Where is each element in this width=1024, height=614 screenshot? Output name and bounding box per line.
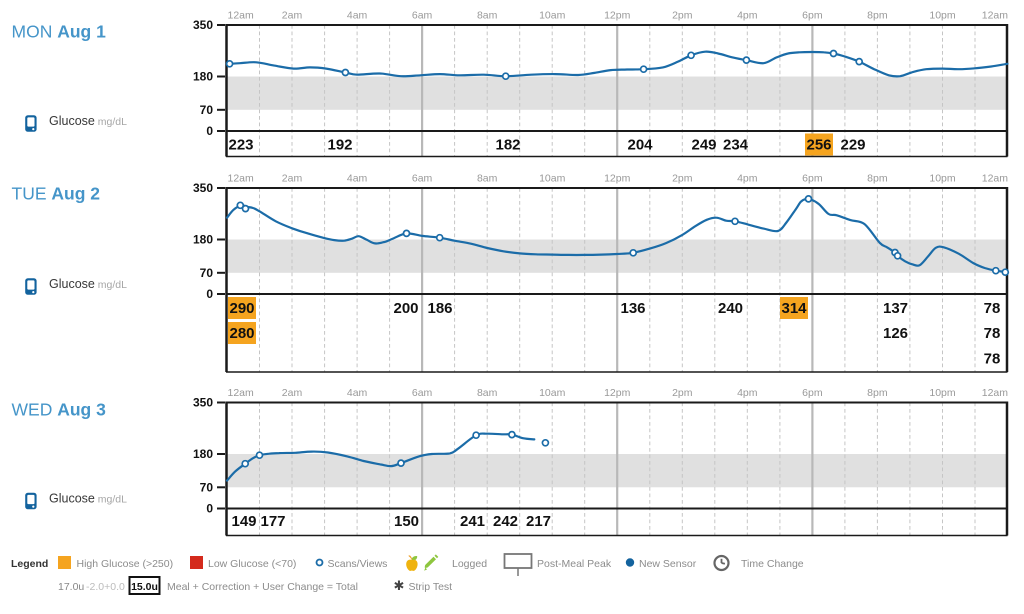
svg-text:High Glucose (>250): High Glucose (>250) [77, 558, 174, 570]
svg-text:Legend: Legend [11, 558, 48, 570]
svg-text:4pm: 4pm [737, 387, 758, 399]
svg-text:234: 234 [723, 137, 749, 154]
svg-text:314: 314 [781, 300, 807, 317]
svg-text:Post-Meal Peak: Post-Meal Peak [537, 558, 612, 570]
svg-text:Logged: Logged [452, 558, 487, 570]
svg-text:4pm: 4pm [737, 10, 758, 22]
svg-text:241: 241 [460, 513, 485, 530]
svg-text:2am: 2am [282, 173, 303, 185]
svg-text:223: 223 [228, 137, 253, 154]
svg-text:10pm: 10pm [929, 173, 956, 185]
svg-text:136: 136 [620, 300, 645, 317]
svg-text:0: 0 [206, 287, 213, 301]
svg-text:6am: 6am [412, 10, 433, 22]
svg-text:290: 290 [229, 300, 254, 317]
svg-text:8pm: 8pm [867, 10, 888, 22]
svg-text:8pm: 8pm [867, 387, 888, 399]
svg-text:12am: 12am [982, 173, 1009, 185]
svg-text:249: 249 [691, 137, 716, 154]
svg-text:2pm: 2pm [672, 173, 693, 185]
svg-text:TUE Aug 2: TUE Aug 2 [12, 184, 101, 204]
svg-text:8am: 8am [477, 10, 498, 22]
svg-text:10am: 10am [539, 387, 566, 399]
svg-text:6pm: 6pm [802, 173, 823, 185]
svg-text:10pm: 10pm [929, 387, 956, 399]
svg-text:186: 186 [427, 300, 452, 317]
svg-text:Strip Test: Strip Test [409, 581, 453, 593]
svg-text:New Sensor: New Sensor [639, 558, 697, 570]
svg-text:177: 177 [260, 513, 285, 530]
svg-text:180: 180 [193, 70, 213, 84]
svg-text:2pm: 2pm [672, 387, 693, 399]
svg-text:240: 240 [718, 300, 743, 317]
svg-text:217: 217 [526, 513, 551, 530]
svg-text:4pm: 4pm [737, 173, 758, 185]
svg-text:12am: 12am [982, 387, 1009, 399]
svg-text:150: 150 [394, 513, 419, 530]
svg-text:6pm: 6pm [802, 10, 823, 22]
svg-text:256: 256 [806, 137, 831, 154]
svg-text:180: 180 [193, 447, 213, 461]
svg-text:Low Glucose (<70): Low Glucose (<70) [208, 558, 296, 570]
svg-text:10am: 10am [539, 10, 566, 22]
svg-text:12am: 12am [982, 10, 1009, 22]
svg-text:149: 149 [231, 513, 256, 530]
svg-text:350: 350 [193, 18, 213, 32]
svg-text:-2.0+0.0: -2.0+0.0 [86, 581, 125, 593]
svg-text:70: 70 [200, 103, 214, 117]
svg-text:242: 242 [493, 513, 518, 530]
svg-text:12am: 12am [228, 10, 255, 22]
svg-text:2am: 2am [282, 10, 303, 22]
svg-text:70: 70 [200, 266, 214, 280]
svg-text:✱: ✱ [394, 578, 405, 593]
svg-text:Glucose mg/dL: Glucose mg/dL [49, 114, 127, 128]
svg-text:0: 0 [206, 502, 213, 516]
svg-text:350: 350 [193, 181, 213, 195]
svg-text:182: 182 [495, 137, 520, 154]
svg-text:12pm: 12pm [604, 387, 631, 399]
svg-text:12am: 12am [228, 173, 255, 185]
svg-text:WED Aug 3: WED Aug 3 [12, 400, 107, 420]
svg-text:2am: 2am [282, 387, 303, 399]
svg-text:Scans/Views: Scans/Views [328, 558, 388, 570]
svg-text:137: 137 [883, 300, 908, 317]
svg-text:4am: 4am [347, 173, 368, 185]
svg-text:10am: 10am [539, 173, 566, 185]
svg-text:10pm: 10pm [929, 10, 956, 22]
svg-text:4am: 4am [347, 10, 368, 22]
svg-text:78: 78 [984, 351, 1001, 368]
svg-text:Glucose mg/dL: Glucose mg/dL [49, 492, 127, 506]
svg-text:192: 192 [327, 137, 352, 154]
svg-text:12pm: 12pm [604, 10, 631, 22]
svg-text:204: 204 [627, 137, 653, 154]
svg-text:8am: 8am [477, 387, 498, 399]
svg-text:126: 126 [883, 325, 908, 342]
svg-text:229: 229 [840, 137, 865, 154]
svg-text:17.0u: 17.0u [58, 581, 84, 593]
svg-text:15.0u: 15.0u [131, 581, 158, 593]
svg-text:4am: 4am [347, 387, 368, 399]
svg-text:78: 78 [984, 325, 1001, 342]
svg-text:2pm: 2pm [672, 10, 693, 22]
svg-text:78: 78 [984, 300, 1001, 317]
svg-text:6am: 6am [412, 387, 433, 399]
svg-text:8pm: 8pm [867, 173, 888, 185]
svg-text:Glucose mg/dL: Glucose mg/dL [49, 277, 127, 291]
svg-text:6am: 6am [412, 173, 433, 185]
svg-text:MON Aug 1: MON Aug 1 [12, 22, 107, 42]
svg-text:70: 70 [200, 481, 214, 495]
svg-text:180: 180 [193, 233, 213, 247]
svg-text:Time Change: Time Change [741, 558, 804, 570]
svg-text:12pm: 12pm [604, 173, 631, 185]
svg-text:8am: 8am [477, 173, 498, 185]
svg-text:Meal + Correction + User Chang: Meal + Correction + User Change = Total [167, 581, 358, 593]
svg-text:350: 350 [193, 396, 213, 410]
svg-text:6pm: 6pm [802, 387, 823, 399]
svg-text:0: 0 [206, 124, 213, 138]
svg-text:12am: 12am [228, 387, 255, 399]
svg-text:200: 200 [393, 300, 418, 317]
svg-text:280: 280 [229, 325, 254, 342]
